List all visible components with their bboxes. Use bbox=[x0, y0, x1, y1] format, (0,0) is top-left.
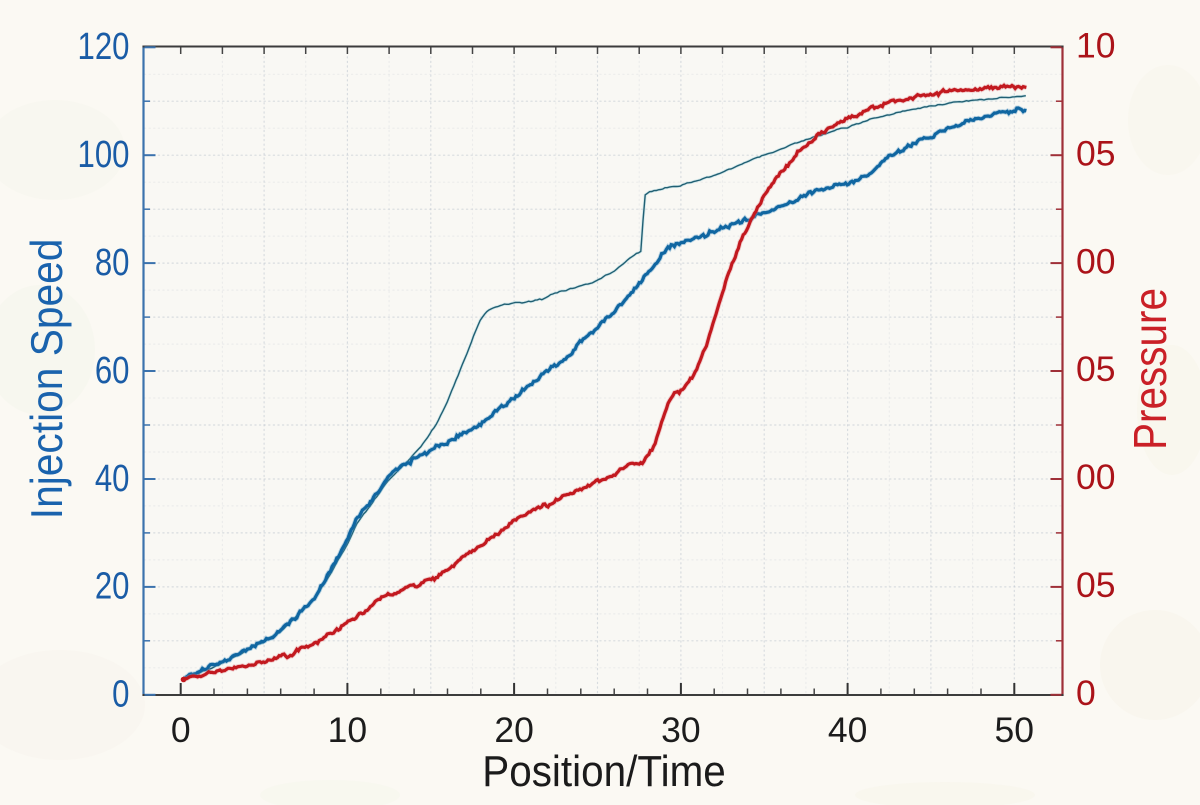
svg-text:100: 100 bbox=[78, 134, 130, 176]
svg-text:30: 30 bbox=[661, 710, 701, 750]
svg-text:Position/Time: Position/Time bbox=[482, 747, 726, 796]
svg-text:40: 40 bbox=[828, 710, 868, 750]
svg-text:Pressure: Pressure bbox=[1126, 288, 1177, 450]
svg-text:20: 20 bbox=[494, 710, 534, 750]
svg-text:00: 00 bbox=[1076, 241, 1116, 281]
svg-text:60: 60 bbox=[95, 350, 130, 392]
svg-text:0: 0 bbox=[112, 674, 129, 716]
svg-text:0: 0 bbox=[171, 710, 191, 750]
svg-text:05: 05 bbox=[1076, 565, 1116, 605]
svg-text:80: 80 bbox=[95, 242, 130, 284]
svg-text:00: 00 bbox=[1076, 457, 1116, 497]
svg-text:10: 10 bbox=[1076, 26, 1116, 66]
svg-text:05: 05 bbox=[1076, 349, 1116, 389]
svg-text:Injection Speed: Injection Speed bbox=[22, 239, 72, 520]
svg-text:120: 120 bbox=[78, 26, 130, 68]
svg-text:05: 05 bbox=[1076, 133, 1116, 173]
svg-text:20: 20 bbox=[95, 566, 130, 608]
svg-text:0: 0 bbox=[1076, 673, 1096, 713]
svg-text:40: 40 bbox=[95, 458, 130, 500]
svg-text:10: 10 bbox=[328, 710, 368, 750]
svg-text:50: 50 bbox=[995, 710, 1035, 750]
